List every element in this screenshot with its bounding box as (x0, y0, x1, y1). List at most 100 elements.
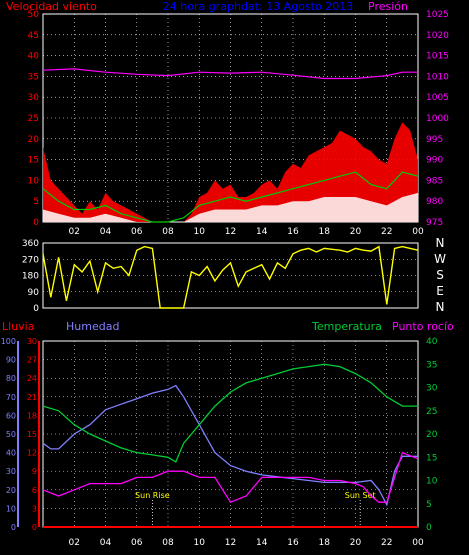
y-tick-rain: 40 (6, 449, 16, 458)
temperature-line (42, 363, 418, 463)
y-tick-right: 1010 (426, 72, 449, 82)
y-tick-label: 90 (28, 288, 40, 298)
chart-title: 24 hora graphdat: 13 Agosto 2013 (163, 0, 353, 13)
y-tick-right: 1025 (426, 10, 449, 20)
x-tick-label: 18 (319, 227, 331, 237)
y-tick-temp: 0 (426, 523, 432, 533)
y-tick-left: 45 (28, 31, 39, 41)
compass-label: E (436, 284, 444, 298)
humidity-line (42, 384, 418, 507)
x-tick-label: 16 (287, 227, 299, 237)
y-tick-temp: 35 (426, 360, 437, 370)
y-tick-rain: 50 (6, 430, 16, 439)
compass-label: N (436, 236, 445, 250)
y-tick-humidity: 9 (32, 467, 37, 476)
y-tick-temp: 25 (426, 407, 437, 417)
y-tick-label: 360 (22, 239, 39, 249)
y-tick-left: 5 (33, 197, 39, 207)
x-tick-label: 02 (69, 538, 80, 548)
x-tick-label: 14 (256, 227, 268, 237)
y-tick-label: 270 (22, 255, 39, 265)
compass-label: W (434, 252, 446, 266)
x-tick-label: 06 (131, 538, 143, 548)
y-tick-label: 0 (33, 304, 39, 314)
x-tick-label: 20 (350, 538, 362, 548)
y-tick-humidity: 0 (32, 523, 37, 532)
x-tick-label: 04 (100, 538, 112, 548)
y-tick-left: 25 (28, 114, 39, 124)
x-tick-label: 00 (412, 227, 424, 237)
dewpoint-label: Punto rocío (392, 320, 454, 333)
x-tick-label: 22 (381, 538, 392, 548)
compass-label: S (436, 268, 444, 282)
y-tick-humidity: 15 (27, 430, 37, 439)
rain-label: Lluvia (2, 320, 34, 333)
y-tick-rain: 0 (11, 523, 16, 532)
y-tick-right: 985 (426, 176, 443, 186)
x-tick-label: 08 (162, 227, 174, 237)
gust-line (42, 171, 419, 223)
temp-humidity-panel: 0102030405060708090100036912151821242730… (1, 337, 438, 548)
pressure-label: Presión (368, 0, 408, 13)
y-tick-right: 990 (426, 156, 443, 166)
y-tick-rain: 70 (6, 393, 16, 402)
annotation-label: Sun Rise (135, 491, 170, 500)
y-tick-right: 1015 (426, 52, 449, 62)
y-tick-left: 15 (28, 156, 39, 166)
x-tick-label: 00 (412, 538, 424, 548)
y-tick-right: 995 (426, 135, 443, 145)
wind-avg-area (43, 192, 418, 222)
y-tick-rain: 20 (6, 486, 16, 495)
y-tick-humidity: 6 (32, 486, 37, 495)
x-tick-label: 10 (194, 227, 206, 237)
x-tick-label: 12 (225, 227, 236, 237)
temperature-label: Temperatura (311, 320, 382, 333)
x-tick-label: 22 (381, 227, 392, 237)
x-tick-label: 12 (225, 538, 236, 548)
y-tick-left: 35 (28, 72, 39, 82)
y-tick-right: 1020 (426, 31, 449, 41)
x-tick-label: 06 (131, 227, 143, 237)
y-tick-label: 180 (22, 272, 39, 282)
y-tick-left: 40 (28, 52, 40, 62)
y-tick-temp: 30 (426, 384, 438, 394)
wind-pressure-panel: 0510152025303540455097598098599099510001… (28, 10, 450, 237)
y-tick-right: 1005 (426, 93, 449, 103)
x-tick-label: 14 (256, 538, 268, 548)
x-tick-label: 16 (287, 538, 299, 548)
y-tick-rain: 80 (6, 374, 16, 383)
x-tick-label: 02 (69, 227, 80, 237)
y-tick-temp: 10 (426, 477, 438, 487)
y-tick-left: 0 (33, 218, 39, 228)
y-tick-rain: 30 (6, 467, 16, 476)
y-tick-humidity: 12 (27, 449, 37, 458)
y-tick-left: 20 (28, 135, 40, 145)
y-tick-humidity: 18 (27, 411, 37, 420)
y-tick-left: 50 (28, 10, 40, 20)
y-tick-temp: 15 (426, 453, 437, 463)
y-tick-right: 975 (426, 218, 443, 228)
x-tick-label: 10 (194, 538, 206, 548)
y-tick-temp: 5 (426, 500, 432, 510)
humidity-label: Humedad (66, 320, 119, 333)
x-tick-label: 04 (100, 227, 112, 237)
y-tick-humidity: 30 (27, 337, 37, 346)
y-tick-right: 1000 (426, 114, 449, 124)
y-tick-rain: 90 (6, 356, 16, 365)
y-tick-rain: 60 (6, 411, 16, 420)
y-tick-temp: 40 (426, 337, 438, 347)
y-tick-right: 980 (426, 197, 443, 207)
y-tick-humidity: 3 (32, 504, 37, 513)
y-tick-humidity: 24 (27, 374, 37, 383)
compass-label: N (436, 300, 445, 314)
y-tick-left: 30 (28, 93, 40, 103)
wind-direction-line (42, 245, 419, 309)
annotation-label: Sun Set (345, 491, 376, 500)
y-tick-left: 10 (28, 176, 40, 186)
pressure-line (42, 68, 418, 80)
y-tick-humidity: 27 (27, 356, 37, 365)
x-tick-label: 08 (162, 538, 174, 548)
y-tick-rain: 10 (6, 504, 16, 513)
